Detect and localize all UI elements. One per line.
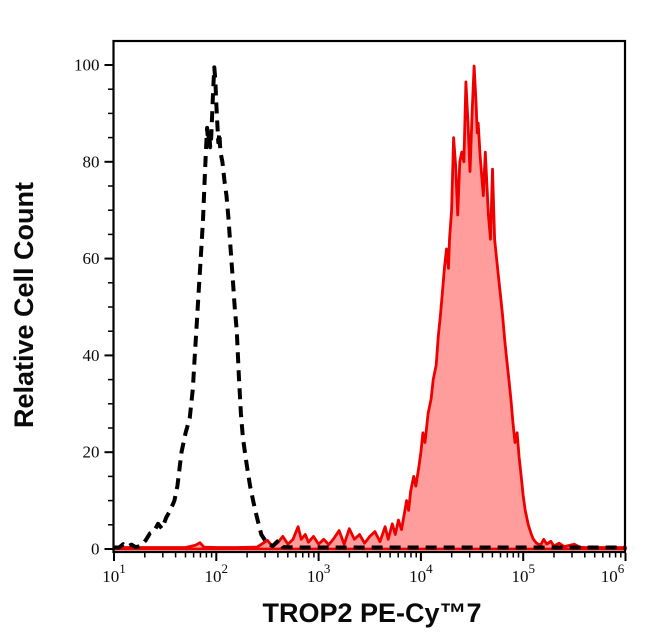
y-tick-labels: 0 20 40 60 80 100 xyxy=(74,56,100,559)
y-axis-title: Relative Cell Count xyxy=(9,182,39,428)
series-layer xyxy=(112,64,627,551)
x-axis-title: TROP2 PE-Cy™7 xyxy=(262,598,481,628)
red-filled-histogram-curve xyxy=(112,64,627,551)
y-tick-label: 0 xyxy=(91,540,100,559)
y-tick-label: 60 xyxy=(83,249,100,268)
plot-frame xyxy=(112,39,627,554)
black-dashed-histogram-curve xyxy=(114,65,626,550)
x-tick-label: 102 xyxy=(205,561,229,586)
y-tick-label: 40 xyxy=(83,346,100,365)
y-tick-label: 100 xyxy=(74,56,100,75)
y-tick-label: 20 xyxy=(83,443,100,462)
x-tick-label: 106 xyxy=(601,561,625,586)
x-tick-labels: 101 102 103 104 105 106 xyxy=(102,561,625,586)
x-tick-label: 103 xyxy=(307,561,331,586)
y-tick-label: 80 xyxy=(83,152,100,171)
plot-frame-layer xyxy=(112,39,627,554)
axis-ticks-layer xyxy=(104,64,627,561)
x-tick-label: 101 xyxy=(102,561,126,586)
x-tick-label: 105 xyxy=(511,561,535,586)
x-tick-label: 104 xyxy=(409,561,433,586)
